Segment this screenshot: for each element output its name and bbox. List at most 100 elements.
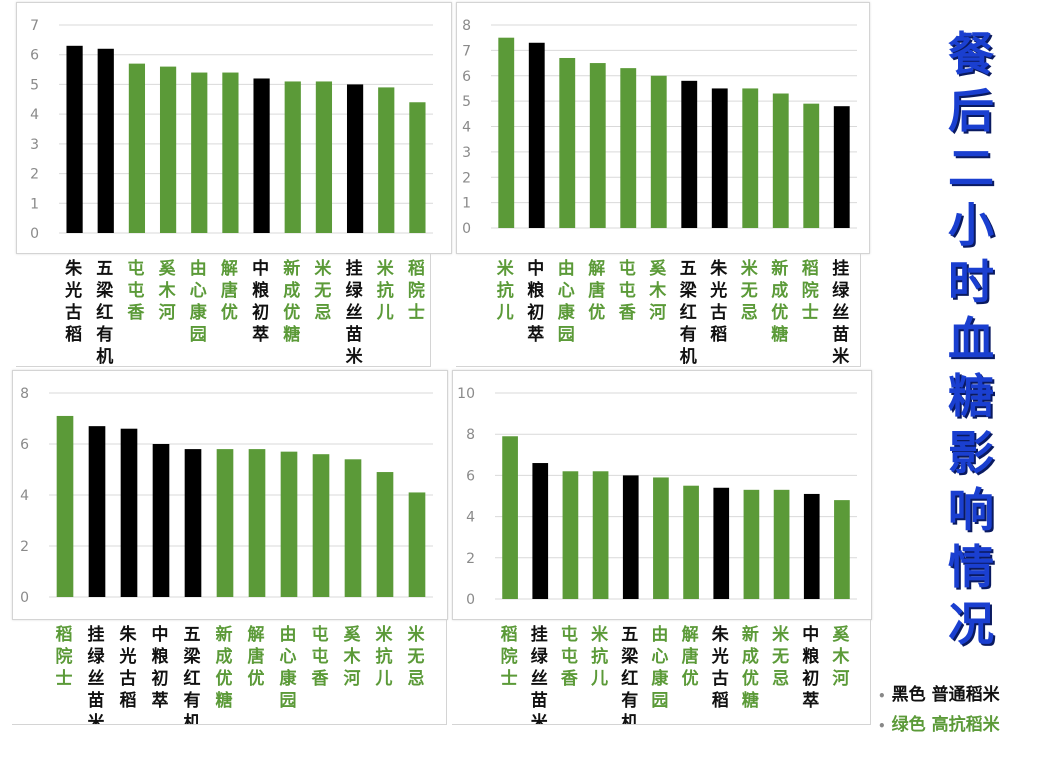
bar-米无忌 bbox=[773, 489, 790, 599]
y-tick-label: 0 bbox=[20, 590, 29, 606]
category-label: 解唐优 bbox=[588, 259, 606, 323]
bar-解唐优 bbox=[222, 72, 239, 234]
y-tick-label: 4 bbox=[20, 488, 29, 504]
bar-朱光古稻 bbox=[66, 45, 83, 233]
legend-green: • 绿色 高抗稻米 bbox=[878, 710, 1000, 735]
legend-bullet-icon: • bbox=[878, 689, 886, 703]
y-tick-label: 6 bbox=[30, 48, 39, 64]
chart-1-category-labels: 朱光古稻 五梁红有机 屯屯香 奚木河 由心康园 解唐优 中粮初萃 新成优糖 米无忌 挂绿丝苗米 米抗… bbox=[16, 254, 431, 367]
bar-奚木河 bbox=[344, 459, 362, 597]
bar-由心康园 bbox=[559, 57, 576, 228]
y-tick-label: 7 bbox=[462, 43, 471, 59]
bar-稻院士 bbox=[803, 103, 820, 228]
bar-米无忌 bbox=[408, 492, 426, 597]
y-tick-label: 0 bbox=[462, 221, 471, 237]
y-tick-label: 8 bbox=[462, 18, 471, 34]
bar-奚木河 bbox=[159, 66, 177, 233]
bar-新成优糖 bbox=[284, 81, 301, 233]
bar-五梁红有机 bbox=[97, 48, 114, 234]
category-label: 五梁红有机 bbox=[96, 259, 114, 366]
bar-米抗儿 bbox=[376, 472, 394, 597]
category-label: 五梁红有机 bbox=[183, 625, 201, 724]
bar-米抗儿 bbox=[378, 87, 395, 234]
bar-米无忌 bbox=[742, 88, 759, 228]
chart-3-svg: 0 2 4 6 8 bbox=[20, 386, 433, 606]
bar-屯屯香 bbox=[562, 471, 579, 599]
category-label: 米抗儿 bbox=[591, 625, 609, 689]
y-tick-label: 6 bbox=[466, 468, 475, 484]
bar-解唐优 bbox=[248, 449, 266, 597]
bar-稻院士 bbox=[502, 436, 518, 599]
category-label: 米抗儿 bbox=[496, 259, 514, 323]
category-label: 五梁红有机 bbox=[679, 259, 697, 366]
bar-米无忌 bbox=[315, 81, 333, 233]
bar-中粮初萃 bbox=[803, 493, 820, 599]
category-label: 解唐优 bbox=[681, 625, 699, 689]
y-tick-label: 1 bbox=[462, 196, 471, 212]
bar-新成优糖 bbox=[216, 449, 234, 597]
category-label: 由心康园 bbox=[189, 259, 207, 345]
y-tick-label: 4 bbox=[466, 510, 475, 526]
category-label: 由心康园 bbox=[279, 625, 297, 711]
bar-由心康园 bbox=[653, 477, 669, 599]
category-label: 五梁红有机 bbox=[621, 625, 639, 724]
bar-由心康园 bbox=[280, 451, 298, 597]
bar-屯屯香 bbox=[128, 63, 146, 233]
bar-五梁红有机 bbox=[622, 475, 639, 599]
bar-奚木河 bbox=[650, 75, 667, 228]
category-label: 屯屯香 bbox=[311, 625, 329, 689]
category-label: 米无忌 bbox=[407, 625, 425, 689]
bar-米抗儿 bbox=[498, 37, 515, 228]
y-tick-label: 6 bbox=[462, 69, 471, 85]
chart-2-svg: 0 1 2 3 4 5 6 7 8 bbox=[462, 18, 857, 237]
bar-解唐优 bbox=[589, 63, 606, 228]
category-label: 朱光古稻 bbox=[65, 259, 83, 345]
y-tick-label: 5 bbox=[30, 77, 39, 93]
chart-panel-2: 0 1 2 3 4 5 6 7 8 bbox=[456, 2, 870, 254]
bar-挂绿丝苗米 bbox=[88, 426, 106, 597]
category-label: 新成优糖 bbox=[283, 259, 301, 345]
bar-奚木河 bbox=[834, 500, 850, 599]
category-label: 奚木河 bbox=[649, 259, 667, 323]
category-label: 挂绿丝苗米 bbox=[530, 625, 548, 724]
bar-朱光古稻 bbox=[120, 428, 138, 597]
page-title: 餐后二小时血糖影响情况 bbox=[948, 27, 994, 651]
category-label: 新成优糖 bbox=[741, 625, 759, 711]
bar-稻院士 bbox=[409, 102, 426, 233]
category-label: 屯屯香 bbox=[618, 259, 636, 323]
bar-屯屯香 bbox=[312, 454, 330, 597]
category-label: 挂绿丝苗米 bbox=[832, 259, 850, 366]
y-tick-label: 3 bbox=[30, 137, 39, 153]
bar-朱光古稻 bbox=[711, 88, 728, 228]
y-tick-label: 4 bbox=[462, 120, 471, 136]
bar-屯屯香 bbox=[620, 68, 637, 228]
y-tick-label: 5 bbox=[462, 94, 471, 110]
y-tick-label: 8 bbox=[20, 386, 29, 402]
bar-中粮初萃 bbox=[528, 42, 545, 229]
bar-米抗儿 bbox=[592, 471, 609, 599]
category-label: 解唐优 bbox=[220, 259, 238, 323]
category-label: 新成优糖 bbox=[215, 625, 233, 711]
bar-挂绿丝苗米 bbox=[833, 106, 850, 228]
category-label: 解唐优 bbox=[247, 625, 265, 689]
bar-由心康园 bbox=[191, 72, 208, 234]
bar-五梁红有机 bbox=[681, 80, 698, 228]
y-tick-label: 2 bbox=[30, 167, 39, 183]
category-label: 米无忌 bbox=[314, 259, 332, 323]
chart-2-category-labels: 米抗儿 中粮初萃 由心康园 解唐优 屯屯香 奚木河 五梁红有机 朱光古稻 米无忌 新成优糖 稻院士挂… bbox=[456, 254, 861, 367]
y-tick-label: 0 bbox=[466, 592, 475, 608]
y-tick-label: 2 bbox=[462, 170, 471, 186]
category-label: 中粮初萃 bbox=[252, 259, 270, 345]
category-label: 稻院士 bbox=[55, 625, 73, 689]
chart-panel-3: 0 2 4 6 8 bbox=[12, 370, 448, 620]
category-label: 米抗儿 bbox=[375, 625, 393, 689]
chart-panel-1: 0 1 2 3 4 5 6 7 bbox=[16, 2, 452, 254]
category-label: 中粮初萃 bbox=[527, 259, 545, 345]
y-tick-label: 8 bbox=[466, 427, 475, 443]
y-tick-label: 4 bbox=[30, 107, 39, 123]
category-label: 奚木河 bbox=[158, 259, 176, 323]
category-label: 新成优糖 bbox=[771, 259, 789, 345]
bar-解唐优 bbox=[683, 485, 699, 599]
category-label: 由心康园 bbox=[651, 625, 669, 711]
category-label: 屯屯香 bbox=[127, 259, 145, 323]
